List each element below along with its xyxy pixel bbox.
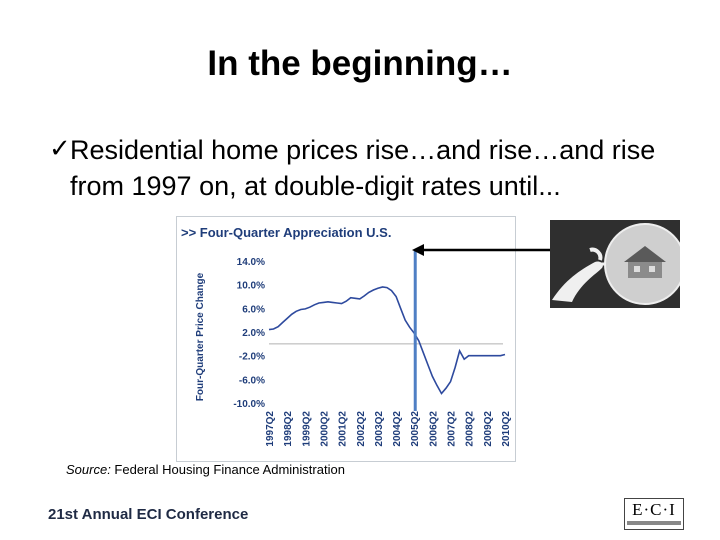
x-tick-label: 2009Q2 bbox=[483, 411, 494, 447]
footer-conference: 21st Annual ECI Conference bbox=[48, 506, 249, 523]
y-tick-label: 6.0% bbox=[242, 304, 265, 315]
x-tick-label: 1997Q2 bbox=[265, 411, 276, 447]
source-note: Source: Federal Housing Finance Administ… bbox=[66, 462, 345, 477]
chart-title: >> Four-Quarter Appreciation U.S. bbox=[181, 225, 391, 240]
x-tick-label: 2002Q2 bbox=[356, 411, 367, 447]
x-tick-label: 2004Q2 bbox=[392, 411, 403, 447]
y-tick-label: -6.0% bbox=[239, 375, 265, 386]
source-label: Source: bbox=[66, 462, 111, 477]
checkmark-icon: ✓ bbox=[49, 133, 71, 163]
series-line bbox=[268, 286, 506, 395]
eci-logo: E·C·I bbox=[624, 498, 684, 530]
y-tick-label: 2.0% bbox=[242, 328, 265, 339]
x-tick-label: 2000Q2 bbox=[319, 411, 330, 447]
left-arrow-icon bbox=[412, 244, 554, 256]
y-ticks: 14.0% 10.0% 6.0% 2.0% -2.0% -6.0% -10.0% bbox=[233, 257, 265, 410]
bullet-point: ✓ Residential home prices rise…and rise…… bbox=[49, 132, 690, 204]
logo-text: E·C·I bbox=[632, 500, 676, 519]
hand-bubble-house-image bbox=[550, 220, 680, 308]
x-tick-label: 2005Q2 bbox=[410, 411, 421, 447]
x-tick-label: 2006Q2 bbox=[428, 411, 439, 447]
x-ticks: 1997Q2 1998Q2 1999Q2 2000Q2 2001Q2 2002Q2 2003… bbox=[265, 411, 512, 447]
y-tick-label: 10.0% bbox=[237, 281, 265, 292]
bullet-text: Residential home prices rise…and rise…an… bbox=[70, 135, 656, 201]
slide-title: In the beginning… bbox=[207, 44, 513, 83]
x-tick-label: 2007Q2 bbox=[447, 411, 458, 447]
logo-subtext-bar bbox=[627, 521, 681, 525]
x-tick-label: 1998Q2 bbox=[283, 411, 294, 447]
line-chart: >> Four-Quarter Appreciation U.S. Four-Q… bbox=[181, 225, 512, 447]
x-tick-label: 2003Q2 bbox=[374, 411, 385, 447]
y-tick-label: -2.0% bbox=[239, 352, 265, 363]
x-tick-label: 2001Q2 bbox=[338, 411, 349, 447]
y-tick-label: 14.0% bbox=[237, 257, 265, 268]
source-text: Federal Housing Finance Administration bbox=[110, 462, 345, 477]
y-axis-label: Four-Quarter Price Change bbox=[195, 272, 206, 401]
y-tick-label: -10.0% bbox=[233, 399, 265, 410]
chart-frame: >> Four-Quarter Appreciation U.S. Four-Q… bbox=[176, 216, 516, 462]
x-tick-label: 2008Q2 bbox=[465, 411, 476, 447]
x-tick-label: 2010Q2 bbox=[501, 411, 512, 447]
x-tick-label: 1999Q2 bbox=[301, 411, 312, 447]
